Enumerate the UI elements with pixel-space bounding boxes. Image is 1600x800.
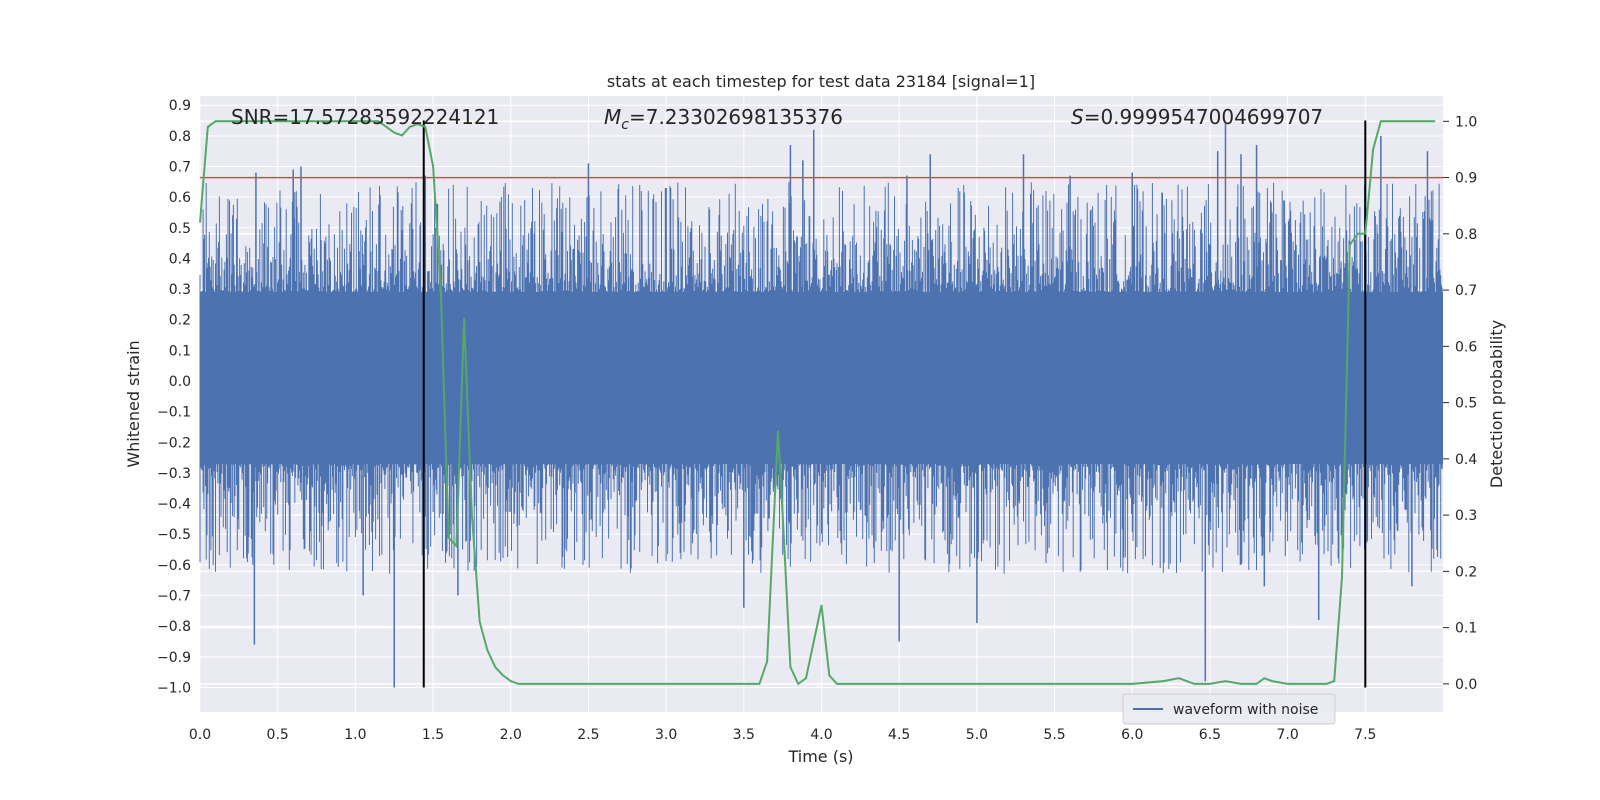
y-left-tick-label-13: 0.3 <box>169 282 191 298</box>
mc-annotation: Mc=7.23302698135376 <box>604 105 843 133</box>
y-left-tick-label-7: −0.3 <box>157 466 191 482</box>
y-left-tick-label-18: 0.8 <box>169 129 191 145</box>
y-left-tick-label-16: 0.6 <box>169 190 191 206</box>
x-tick-label-2: 1.0 <box>344 727 366 743</box>
x-tick-label-12: 6.0 <box>1121 727 1143 743</box>
y-left-tick-label-14: 0.4 <box>169 251 191 267</box>
y-left-tick-label-11: 0.1 <box>169 343 191 359</box>
x-tick-label-6: 3.0 <box>655 727 677 743</box>
detection-probability-series <box>199 120 1436 686</box>
x-tick-label-7: 3.5 <box>733 727 755 743</box>
x-axis-label: Time (s) <box>787 747 853 766</box>
y-left-axis-label: Whitened strain <box>124 340 143 467</box>
y-right-tick-label-4: 0.4 <box>1455 452 1477 468</box>
y-right-tick-label-7: 0.7 <box>1455 283 1477 299</box>
y-left-tick-label-9: −0.1 <box>157 405 191 421</box>
y-right-tick-label-2: 0.2 <box>1455 564 1477 580</box>
x-tick-label-9: 4.5 <box>888 727 910 743</box>
mc-annotation-value: =7.23302698135376 <box>629 105 843 129</box>
y-left-tick-label-19: 0.9 <box>169 98 191 114</box>
y-right-axis-ticks: 0.0 0.1 0.2 0.3 0.4 0.5 0.6 0.7 0.8 0.9 1.0 <box>1443 114 1477 693</box>
s-annotation-value: =0.9999547004699707 <box>1084 105 1323 129</box>
x-tick-label-1: 0.5 <box>267 727 289 743</box>
legend: waveform with noise <box>1122 693 1336 725</box>
y-right-axis-label: Detection probability <box>1487 320 1506 488</box>
x-tick-label-0: 0.0 <box>189 727 211 743</box>
waveform-series <box>199 123 1443 688</box>
x-tick-label-10: 5.0 <box>966 727 988 743</box>
y-right-tick-label-3: 0.3 <box>1455 508 1477 524</box>
y-left-tick-label-17: 0.7 <box>169 159 191 175</box>
y-left-tick-label-15: 0.5 <box>169 221 191 237</box>
x-tick-label-15: 7.5 <box>1354 727 1376 743</box>
waveform-core <box>200 292 1443 464</box>
x-tick-label-13: 6.5 <box>1199 727 1221 743</box>
y-right-tick-label-9: 0.9 <box>1455 171 1477 187</box>
x-axis-ticks: 0.0 0.5 1.0 1.5 2.0 2.5 3.0 3.5 4.0 4.5 5.0 5.5 6.0 6… <box>189 727 1377 743</box>
x-tick-label-5: 2.5 <box>577 727 599 743</box>
x-tick-label-11: 5.5 <box>1043 727 1065 743</box>
y-right-tick-label-10: 1.0 <box>1455 114 1477 130</box>
x-tick-label-8: 4.0 <box>810 727 832 743</box>
y-left-tick-label-6: −0.4 <box>157 497 191 513</box>
y-left-tick-label-5: −0.5 <box>157 527 191 543</box>
chart-title: stats at each timestep for test data 231… <box>607 72 1035 91</box>
legend-entry-waveform: waveform with noise <box>1173 702 1318 718</box>
s-annotation: S=0.9999547004699707 <box>1071 105 1323 129</box>
y-left-axis-ticks: −1.0 −0.9 −0.8 −0.7 −0.6 −0.5 −0.4 −0.3 −0.2 −0.1… <box>157 98 191 696</box>
y-right-tick-label-8: 0.8 <box>1455 227 1477 243</box>
y-left-tick-label-3: −0.7 <box>157 589 191 605</box>
y-left-tick-label-0: −1.0 <box>157 680 191 696</box>
x-tick-label-4: 2.0 <box>500 727 522 743</box>
y-right-tick-label-5: 0.5 <box>1455 396 1477 412</box>
y-left-tick-label-4: −0.6 <box>157 558 191 574</box>
legend-box <box>1122 693 1336 725</box>
y-left-tick-label-2: −0.8 <box>157 619 191 635</box>
vertical-markers <box>422 120 1367 688</box>
y-left-tick-label-10: 0.0 <box>169 374 191 390</box>
y-right-tick-label-1: 0.1 <box>1455 621 1477 637</box>
y-left-tick-label-8: −0.2 <box>157 435 191 451</box>
y-left-tick-label-12: 0.2 <box>169 313 191 329</box>
y-right-tick-label-0: 0.0 <box>1455 677 1477 693</box>
snr-annotation: SNR=17.57283592224121 <box>231 105 499 129</box>
x-tick-label-14: 7.0 <box>1276 727 1298 743</box>
y-left-tick-label-1: −0.9 <box>157 650 191 666</box>
y-right-tick-label-6: 0.6 <box>1455 339 1477 355</box>
x-tick-label-3: 1.5 <box>422 727 444 743</box>
